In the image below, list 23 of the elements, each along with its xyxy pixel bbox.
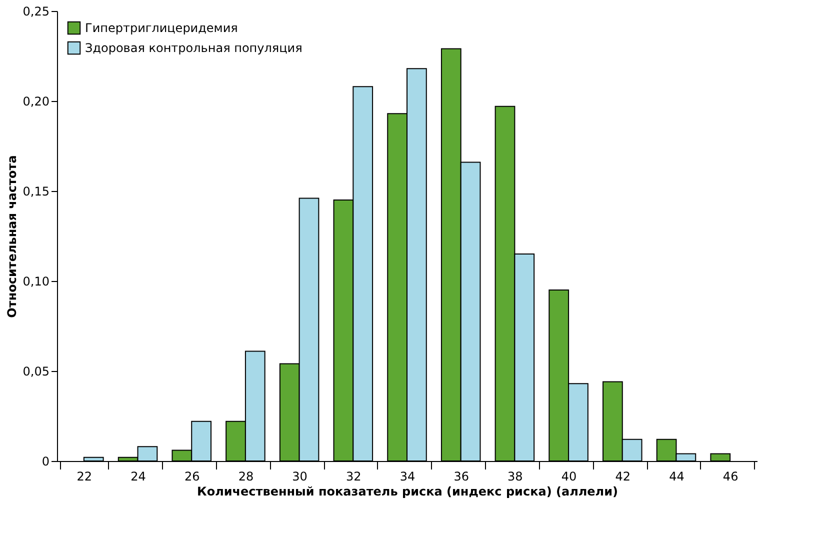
x-tick-label: 34 — [400, 470, 416, 484]
legend-label: Гипертриглицеридемия — [85, 21, 238, 35]
y-tick-label: 0,10 — [22, 274, 50, 288]
x-tick-label: 38 — [508, 470, 523, 484]
x-tick-label: 32 — [346, 470, 362, 484]
x-tick-label: 28 — [238, 470, 254, 484]
legend-label: Здоровая контрольная популяция — [85, 41, 302, 55]
y-tick-label: 0,15 — [22, 184, 50, 198]
y-tick-label: 0,20 — [22, 94, 50, 108]
x-axis-title: Количественный показатель риска (индекс риска) (аллели) — [197, 484, 618, 498]
y-tick-label: 0 — [42, 454, 50, 468]
y-axis-title: Относительная частота — [4, 155, 19, 318]
y-tick-label: 0,25 — [22, 4, 50, 18]
x-tick-label: 30 — [292, 470, 308, 484]
x-tick-label: 36 — [454, 470, 469, 484]
x-tick-label: 44 — [669, 470, 684, 484]
x-tick-label: 22 — [76, 470, 92, 484]
x-tick-label: 24 — [130, 470, 146, 484]
x-tick-label: 26 — [184, 470, 200, 484]
x-tick-label: 40 — [561, 470, 577, 484]
x-tick-label: 46 — [722, 470, 738, 484]
x-tick-label: 42 — [615, 470, 631, 484]
y-tick-label: 0,05 — [22, 364, 50, 378]
